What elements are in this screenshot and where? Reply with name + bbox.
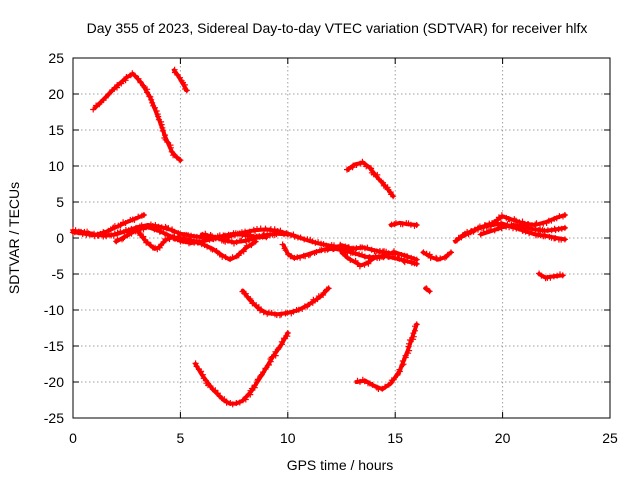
- y-tick-label: 20: [48, 86, 64, 102]
- series-markers: [199, 229, 291, 247]
- y-tick-label: -10: [44, 302, 64, 318]
- series-arc-17: [455, 220, 568, 243]
- series-line: [193, 331, 290, 406]
- series-markers: [344, 158, 397, 200]
- chart-title: Day 355 of 2023, Sidereal Day-to-day VTE…: [87, 20, 588, 36]
- series-arc-10: [279, 241, 420, 267]
- series-arc-20: [239, 285, 332, 319]
- series-line: [92, 71, 183, 163]
- series-markers: [477, 221, 568, 238]
- series-arc-12: [337, 241, 399, 257]
- y-axis-label: SDTVAR / TECUs: [6, 182, 22, 294]
- x-tick-labels: 0 5 10 15 20 25: [69, 430, 618, 446]
- y-tick-label: 15: [48, 122, 64, 138]
- series-markers: [339, 248, 388, 270]
- y-tick-label: 5: [56, 194, 64, 210]
- series-markers: [354, 321, 420, 392]
- series-arc-19: [536, 270, 566, 282]
- gridlines: [73, 58, 610, 418]
- series-arc-3: [344, 158, 397, 200]
- x-tick-label: 25: [602, 430, 618, 446]
- series-markers: [420, 249, 454, 262]
- series-markers: [279, 241, 420, 267]
- y-tick-label: 25: [48, 50, 64, 66]
- y-tick-label: -5: [52, 266, 65, 282]
- y-tick-label: 0: [56, 230, 64, 246]
- series-arc-15: [423, 285, 433, 295]
- series-markers: [192, 330, 291, 408]
- series-markers: [90, 70, 184, 164]
- series-arc-6: [69, 212, 147, 240]
- series-arc-14: [420, 249, 454, 262]
- series-arc-13: [391, 248, 420, 263]
- x-tick-label: 15: [387, 430, 403, 446]
- x-tick-label: 0: [69, 430, 77, 446]
- series-arc-2: [171, 66, 190, 94]
- x-tick-label: 10: [280, 430, 296, 446]
- series-arc-4: [388, 220, 420, 229]
- y-tick-label: -25: [44, 410, 64, 426]
- series-arc-22: [354, 321, 420, 392]
- data-series: [69, 66, 568, 408]
- series-markers: [135, 228, 259, 262]
- series-arc-18: [477, 221, 568, 238]
- series-markers: [388, 220, 420, 229]
- series-markers: [171, 66, 190, 94]
- x-tick-label: 5: [177, 430, 185, 446]
- series-markers: [423, 285, 433, 295]
- series-arc-8: [135, 228, 259, 262]
- y-tick-label: -15: [44, 338, 64, 354]
- x-tick-label: 20: [495, 430, 511, 446]
- series-arc-9: [199, 229, 291, 247]
- y-tick-label: -20: [44, 374, 64, 390]
- series-markers: [69, 212, 147, 240]
- series-markers: [239, 285, 332, 319]
- series-arc-21: [192, 330, 291, 408]
- axis-ticks: [72, 57, 611, 419]
- series-arc-11: [339, 248, 388, 270]
- y-tick-labels: -25 -20 -15 -10 -5 0 5 10 15 20 25: [44, 50, 64, 426]
- x-axis-label: GPS time / hours: [287, 457, 394, 473]
- series-markers: [536, 270, 566, 282]
- y-tick-label: 10: [48, 158, 64, 174]
- series-markers: [391, 248, 420, 263]
- series-arc-1: [90, 70, 184, 164]
- series-markers: [337, 241, 399, 257]
